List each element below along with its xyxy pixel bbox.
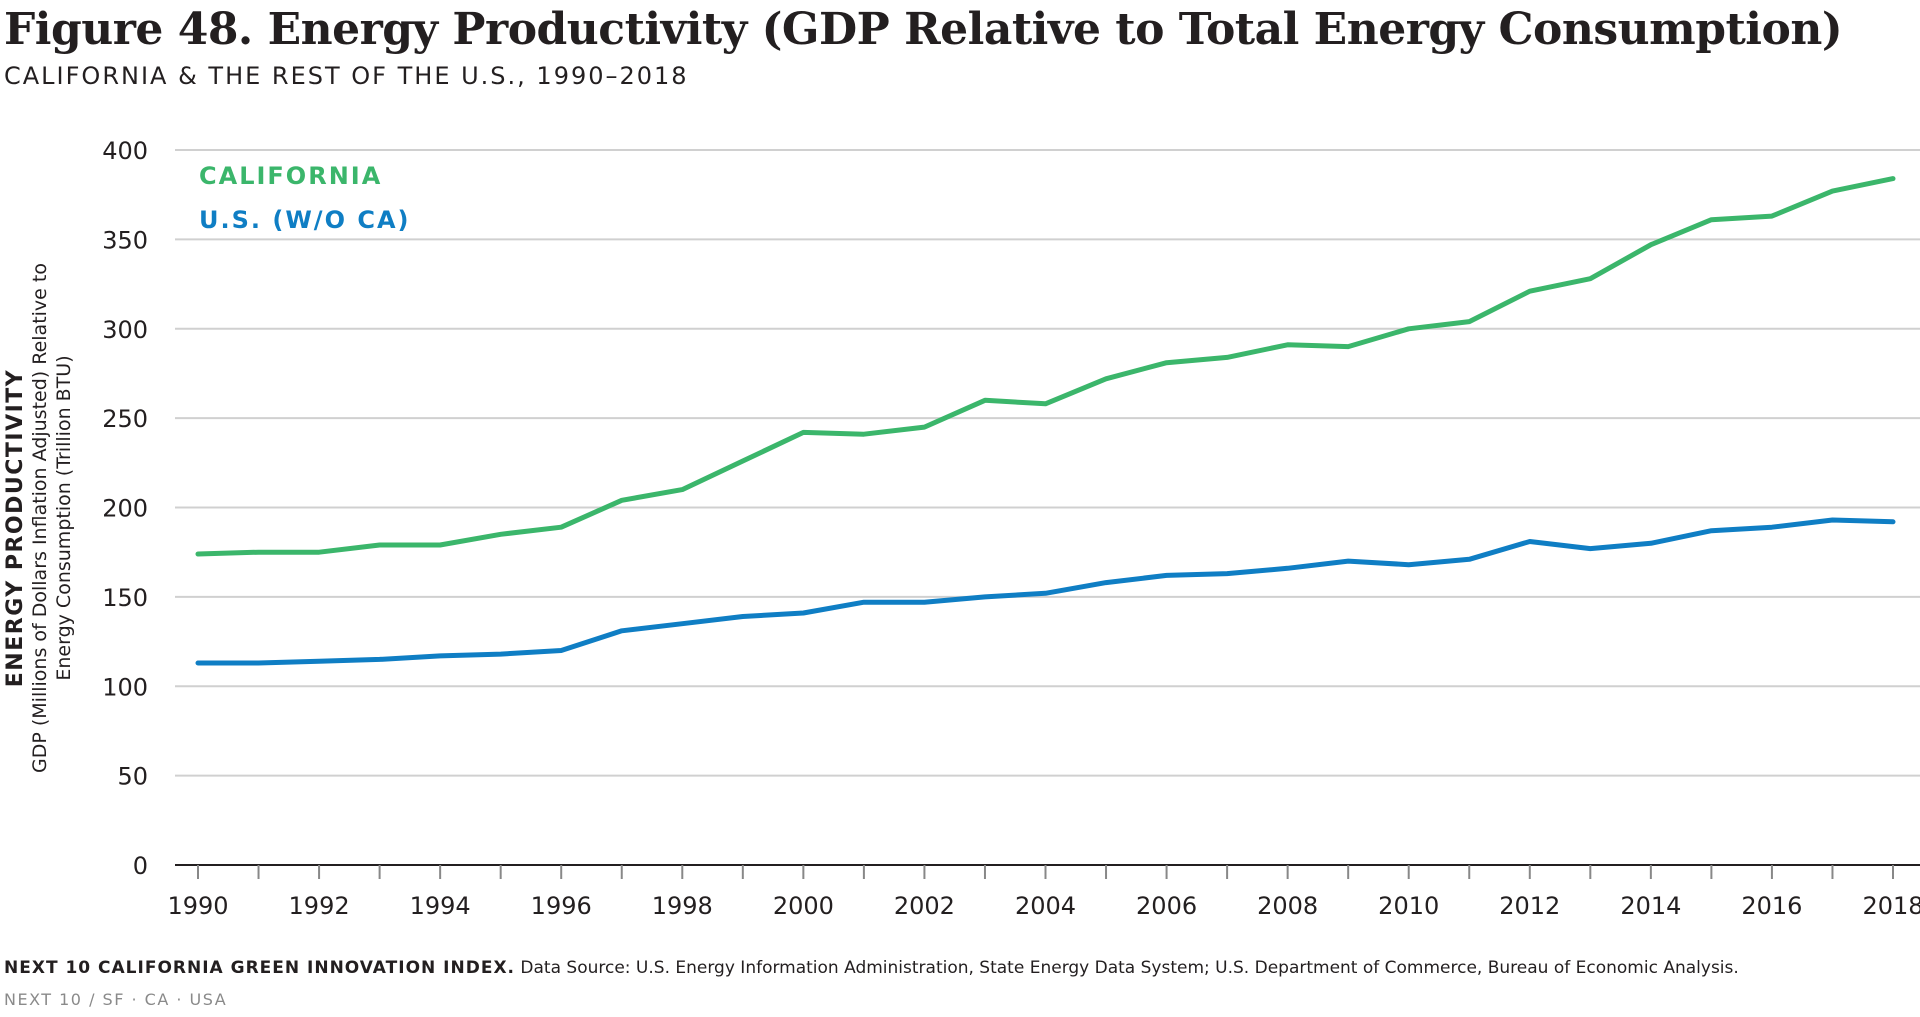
y-axis-subtitle: Energy Consumption (Trillion BTU): [53, 355, 75, 680]
chart-subtitle: CALIFORNIA & THE REST OF THE U.S., 1990–…: [4, 62, 689, 90]
x-tick-label: 1998: [652, 892, 713, 920]
x-tick-label: 1996: [531, 892, 592, 920]
imprint: NEXT 10 / SF · CA · USA: [4, 990, 228, 1009]
x-tick-label: 1994: [410, 892, 471, 920]
y-axis-label: ENERGY PRODUCTIVITY GDP (Millions of Doll…: [3, 263, 75, 773]
x-axis: 1990 1992 1994 1996 1998 2000 2002 2004 2006 2008…: [167, 864, 1920, 920]
y-tick-label: 200: [102, 495, 148, 523]
y-tick-label: 350: [102, 226, 148, 254]
x-tick-label: 2016: [1741, 892, 1802, 920]
x-tick-label: 2012: [1499, 892, 1560, 920]
series-line-california: [195, 176, 1896, 557]
y-tick-label: 300: [102, 316, 148, 344]
x-tick-label: 1992: [289, 892, 350, 920]
gridlines: [175, 149, 1920, 777]
legend-entry: CALIFORNIA: [199, 162, 382, 190]
x-tick-label: 2002: [894, 892, 955, 920]
y-tick-label: 50: [117, 763, 148, 791]
x-tick-label: 2018: [1862, 892, 1920, 920]
source-text: Data Source: U.S. Energy Information Adm…: [515, 958, 1739, 978]
series-lines: [195, 176, 1896, 666]
chart-title: Figure 48. Energy Productivity (GDP Rela…: [4, 4, 1843, 55]
x-tick-label: 2006: [1136, 892, 1197, 920]
y-axis-ticks: 0 50 100 150 200 250 300 350 400: [102, 137, 148, 880]
y-tick-label: 150: [102, 584, 148, 612]
x-tick-label: 2014: [1620, 892, 1681, 920]
source-bold: NEXT 10 CALIFORNIA GREEN INNOVATION INDE…: [4, 958, 516, 978]
y-axis-subtitle: GDP (Millions of Dollars Inflation Adjus…: [29, 263, 51, 773]
x-tick-label: 1990: [167, 892, 228, 920]
y-tick-label: 400: [102, 137, 148, 165]
y-tick-label: 250: [102, 405, 148, 433]
y-axis-title: ENERGY PRODUCTIVITY: [3, 369, 28, 687]
x-tick-label: 2010: [1378, 892, 1439, 920]
legend: CALIFORNIA U.S. (W/O CA): [199, 162, 410, 234]
source-note: NEXT 10 CALIFORNIA GREEN INNOVATION INDE…: [4, 958, 1739, 978]
y-tick-label: 100: [102, 673, 148, 701]
y-tick-label: 0: [133, 852, 148, 880]
x-tick-label: 2008: [1257, 892, 1318, 920]
legend-entry: U.S. (W/O CA): [199, 206, 410, 234]
x-tick-label: 2004: [1015, 892, 1076, 920]
x-tick-label: 2000: [773, 892, 834, 920]
